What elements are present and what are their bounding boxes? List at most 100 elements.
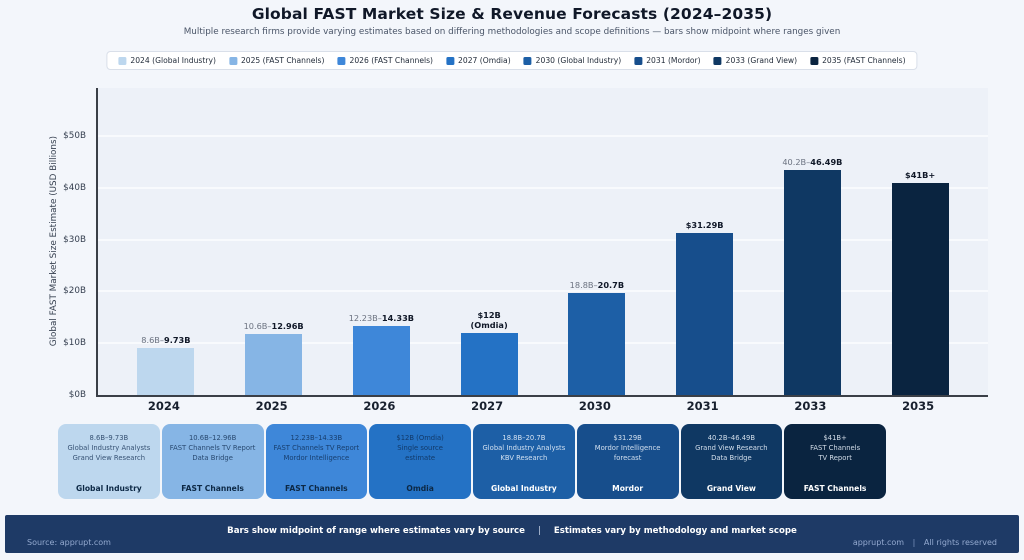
footer-site: apprupt.com — [852, 538, 905, 547]
bar-slot: 12.23B–14.33B — [328, 88, 436, 395]
legend-label: 2031 (Mordor) — [646, 56, 701, 65]
gridline — [98, 238, 988, 241]
footer-rights: apprupt.com | All rights reserved — [853, 538, 997, 547]
bar-slot: $41B+ — [866, 88, 974, 395]
legend-item: 2027 (Omdia) — [446, 56, 511, 65]
x-axis-label: 2025 — [255, 399, 288, 413]
footer-rights-text: All rights reserved — [923, 538, 997, 547]
source-card: $31.29B Mordor Intelligence forecast Mordor — [576, 424, 679, 499]
card-source-label: Omdia — [406, 484, 434, 493]
bar-value-label: 40.2B–46.49B — [782, 157, 842, 167]
footer-rights-separator: | — [912, 538, 916, 547]
card-line: FAST Channels — [810, 444, 861, 453]
bar — [676, 232, 734, 395]
gridline — [98, 135, 988, 137]
card-line: Data Bridge — [711, 454, 752, 463]
card-line: Global Industry Analysts — [482, 444, 566, 453]
plot-area: 8.6B–9.73B 10.6B–12.96B 12.23B–14.33B $12B(… — [96, 88, 988, 397]
legend-swatch — [713, 56, 722, 65]
bar-value-bold: 46.49B — [810, 157, 843, 168]
y-axis-tick: $50B — [63, 131, 86, 141]
chart-title: Global FAST Market Size & Revenue Foreca… — [251, 5, 773, 23]
x-axis-label: 2035 — [902, 399, 935, 413]
source-card: 10.6B–12.96B FAST Channels TV Report Data … — [161, 424, 264, 499]
x-axis-label: 2033 — [794, 399, 827, 413]
footer-note-left: Bars show midpoint of range where estima… — [227, 526, 525, 536]
card-line: Mordor Intelligence — [594, 444, 661, 453]
bar — [460, 332, 518, 395]
legend-swatch — [810, 56, 819, 65]
bar-slot: $12B (Omdia) — [435, 88, 543, 395]
bar — [568, 292, 626, 395]
x-axis-label: 2024 — [147, 399, 180, 413]
x-axis-label: 2027 — [471, 399, 504, 413]
bar-value-bold: 20.7B — [597, 279, 625, 290]
source-card: 8.6B–9.73B Global Industry Analysts Grand … — [58, 424, 160, 499]
bar-slots: 8.6B–9.73B 10.6B–12.96B 12.23B–14.33B $12B(… — [98, 88, 988, 395]
legend-item: 2030 (Global Industry) — [523, 56, 621, 65]
x-axis-labels: 2024 2025 2026 2027 2030 2031 2033 2035 — [96, 399, 986, 415]
bar-value-bold: 9.73B — [164, 334, 191, 345]
bar-slot: 10.6B–12.96B — [220, 88, 328, 395]
y-axis-tick: $10B — [63, 338, 86, 349]
source-card: 12.23B–14.33B FAST Channels TV Report Mord… — [265, 424, 368, 499]
card-source-label: Global Industry — [490, 484, 557, 493]
bar-value-line2: (Omdia) — [471, 320, 508, 330]
card-source-label: Mordor — [612, 484, 644, 493]
legend-item: 2033 (Grand View) — [713, 56, 797, 65]
card-line: KBV Research — [500, 454, 548, 463]
bar-value-line1: 12.23B–14.33B — [349, 313, 414, 323]
card-line: Global Industry Analysts — [67, 444, 151, 453]
card-line: $31.29B — [613, 434, 642, 442]
legend-swatch — [446, 56, 455, 65]
bar-value-line1: 10.6B–12.96B — [244, 321, 304, 331]
y-axis-tick: $0B — [68, 390, 86, 400]
card-source-label: Global Industry — [75, 484, 142, 493]
x-axis-label: 2030 — [578, 399, 611, 413]
card-line: FAST Channels TV Report — [169, 444, 256, 453]
bar-slot: 40.2B–46.49B — [759, 88, 867, 395]
card-line: estimate — [405, 454, 436, 463]
legend-swatch — [634, 56, 643, 65]
card-line: forecast — [613, 454, 642, 463]
card-line: $12B (Omdia) — [396, 434, 444, 442]
source-cards: 8.6B–9.73B Global Industry Analysts Grand … — [58, 424, 886, 499]
card-line: Single source — [397, 444, 443, 453]
bar-value-bold: 12.96B — [271, 320, 304, 331]
bar-value-range-low: 18.8B– — [569, 279, 598, 290]
bar-value-line1: $12B — [471, 310, 508, 320]
card-line: FAST Channels TV Report — [273, 444, 360, 453]
bar-value-label: 12.23B–14.33B — [349, 313, 414, 323]
bar-value-line1: 40.2B–46.49B — [782, 157, 842, 167]
card-line: $41B+ — [823, 434, 847, 442]
legend-label: 2025 (FAST Channels) — [240, 56, 325, 65]
legend-label: 2027 (Omdia) — [458, 56, 511, 65]
card-source-label: Grand View — [706, 484, 756, 493]
bar — [245, 333, 303, 395]
legend-swatch — [228, 56, 237, 65]
source-card: $12B (Omdia) Single source estimate Omdia — [369, 424, 471, 499]
card-line: 40.2B–46.49B — [707, 434, 756, 442]
footer-source: Source: apprupt.com — [27, 538, 111, 547]
bar — [352, 326, 410, 395]
y-axis-tick: $30B — [63, 234, 86, 245]
footer-bar: Bars show midpoint of range where estima… — [5, 515, 1019, 553]
bar-value-line1: 8.6B–9.73B — [141, 335, 190, 345]
legend-item: 2035 (FAST Channels) — [810, 56, 906, 65]
card-source-label: FAST Channels — [803, 484, 867, 493]
x-axis-label: 2031 — [686, 399, 719, 413]
source-card: 40.2B–46.49B Grand View Research Data Brid… — [680, 424, 783, 499]
bar-value-line1: 18.8B–20.7B — [570, 280, 624, 290]
card-line: 18.8B–20.7B — [502, 434, 546, 442]
source-card: $41B+ FAST Channels TV Report FAST Channels — [784, 424, 886, 499]
bar-value-bold: $12B — [477, 309, 501, 320]
bar-slot: 18.8B–20.7B — [543, 88, 651, 395]
legend-item: 2024 (Global Industry) — [118, 56, 216, 65]
card-line: 10.6B–12.96B — [188, 434, 237, 442]
source-card: 18.8B–20.7B Global Industry Analysts KBV R… — [473, 424, 575, 499]
y-axis-tick: $20B — [63, 286, 86, 297]
legend-label: 2035 (FAST Channels) — [822, 56, 906, 65]
card-line: 12.23B–14.33B — [290, 434, 343, 442]
bar-value-bold: $41B+ — [905, 169, 936, 180]
bar-slot: $31.29B — [651, 88, 759, 395]
